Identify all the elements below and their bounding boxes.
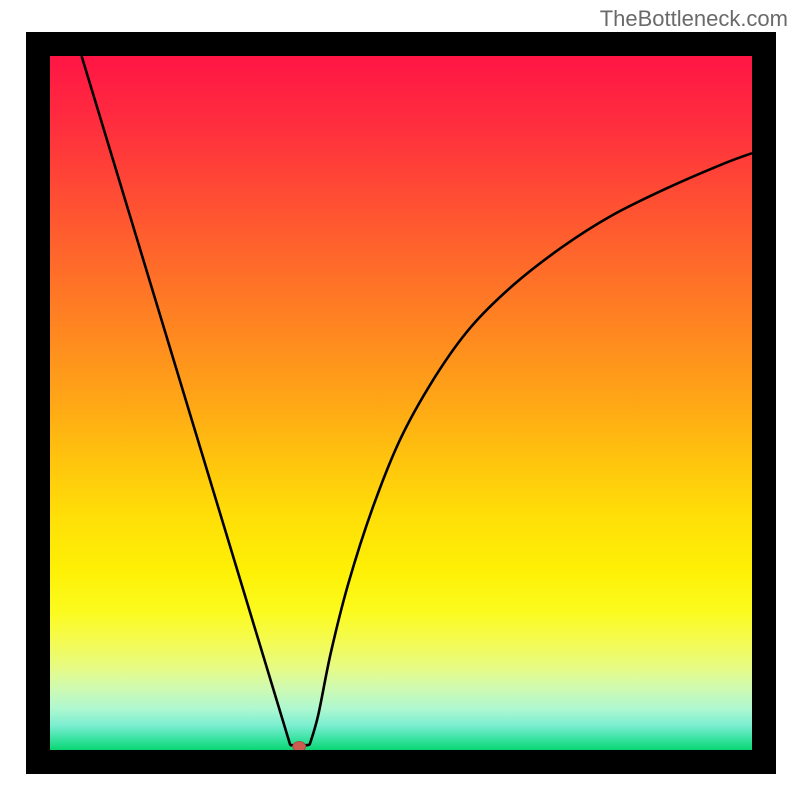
watermark-text: TheBottleneck.com xyxy=(600,6,788,32)
frame-border-top xyxy=(26,32,776,56)
frame-border-left xyxy=(26,32,50,774)
frame-border-right xyxy=(752,32,776,774)
frame-border-bottom xyxy=(26,750,776,774)
chart-container: TheBottleneck.com xyxy=(0,0,800,800)
chart-frame xyxy=(26,32,776,774)
